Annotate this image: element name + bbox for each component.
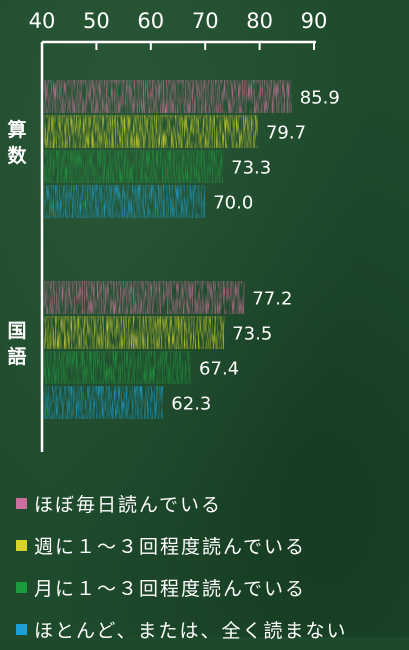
- category-label-char: 語: [7, 345, 26, 368]
- legend-item: ほとんど、または、全く読まない: [16, 608, 406, 650]
- value-label: 79.7: [266, 123, 306, 144]
- legend-label: 週に１～３回程度読んでいる: [34, 535, 307, 558]
- value-label: 85.9: [300, 88, 340, 109]
- bar-1-2: [44, 351, 192, 384]
- legend-label: ほとんど、または、全く読まない: [34, 619, 348, 642]
- legend-item: 月に１～３回程度読んでいる: [16, 566, 406, 608]
- legend-swatch: [16, 623, 27, 635]
- value-label: 73.3: [231, 158, 271, 179]
- value-label: 67.4: [199, 359, 239, 380]
- bar-0-1: [44, 115, 258, 148]
- legend-item: 週に１～３回程度読んでいる: [16, 524, 406, 566]
- x-tick-label: 80: [246, 9, 273, 33]
- x-axis: 40 50 60 70 80 90: [29, 9, 328, 50]
- value-label: 62.3: [171, 394, 211, 415]
- bar-1-3: [44, 386, 164, 419]
- value-labels-group: 85.9 79.7 73.3 70.0 77.2 73.5 67.4 62.3: [171, 88, 339, 415]
- category-label-char: 国: [7, 320, 26, 342]
- bar-0-0: [44, 80, 292, 113]
- legend-swatch: [16, 539, 27, 551]
- bar-1-0: [44, 281, 245, 314]
- bar-1-1: [44, 316, 225, 349]
- x-tick-label: 40: [29, 9, 56, 33]
- value-label: 70.0: [213, 193, 253, 214]
- x-tick-label: 60: [137, 9, 164, 33]
- bar-0-2: [44, 150, 224, 183]
- legend-swatch: [16, 497, 27, 509]
- value-label: 73.5: [232, 324, 272, 345]
- legend-label: 月に１～３回程度読んでいる: [34, 577, 307, 600]
- legend-item: ほぼ毎日読んでいる: [16, 482, 406, 524]
- legend-label: ほぼ毎日読んでいる: [34, 493, 223, 516]
- category-label-char: 数: [7, 144, 27, 167]
- bar-0-3: [44, 185, 206, 218]
- legend-swatch: [16, 581, 27, 593]
- x-tick-label: 70: [192, 9, 219, 33]
- legend: ほぼ毎日読んでいる週に１～３回程度読んでいる 月に１～３回程度読んでいるほとんど、…: [16, 482, 406, 650]
- x-tick-label: 90: [301, 9, 328, 33]
- category-label-char: 算: [7, 118, 26, 141]
- value-label: 77.2: [252, 289, 292, 310]
- x-tick-label: 50: [83, 9, 110, 33]
- bar-chart: 40 50 60 70 80 90 85.9 79.7 73.3 70.0 77.2 73.5 67.…: [7, 9, 340, 452]
- bars-group: [44, 80, 292, 419]
